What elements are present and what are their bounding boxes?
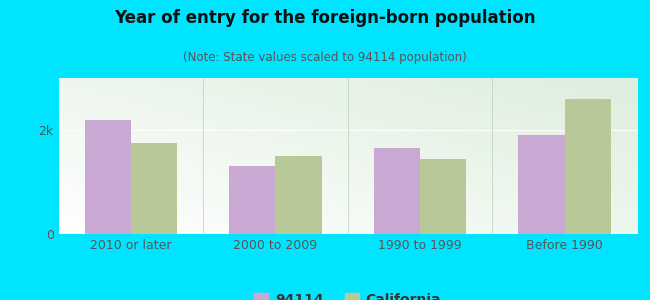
Bar	[374, 148, 420, 234]
Text: Year of entry for the foreign-born population: Year of entry for the foreign-born popul…	[114, 9, 536, 27]
Bar	[131, 143, 177, 234]
Bar	[84, 120, 131, 234]
Bar	[229, 167, 276, 234]
Bar	[276, 156, 322, 234]
Bar	[420, 159, 466, 234]
Bar	[519, 135, 565, 234]
Text: (Note: State values scaled to 94114 population): (Note: State values scaled to 94114 popu…	[183, 51, 467, 64]
Bar	[565, 99, 611, 234]
Legend: 94114, California: 94114, California	[249, 288, 447, 300]
